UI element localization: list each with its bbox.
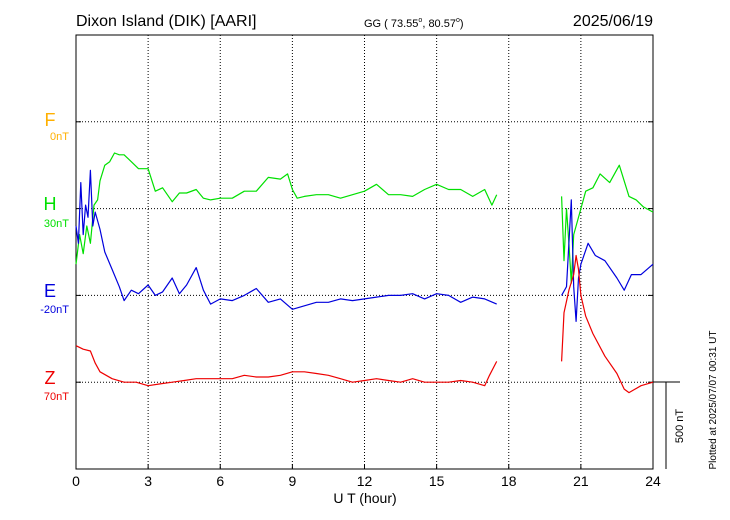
x-tick-label: 15	[429, 473, 445, 489]
x-tick-label: 12	[357, 473, 373, 489]
x-tick-label: 21	[573, 473, 589, 489]
trace-e-segment-1	[75, 169, 497, 310]
x-tick-label: 18	[501, 473, 517, 489]
panel-baseline-z: 70nT	[44, 391, 69, 403]
panel-label-e: E	[44, 281, 56, 301]
station-title: Dixon Island (DIK) [AARI]	[76, 13, 257, 30]
trace-z-segment-2	[561, 254, 654, 394]
panel-label-z: Z	[45, 368, 56, 388]
panel-baseline-e: -20nT	[40, 304, 69, 316]
gg-coordinates: GG ( 73.55o, 80.57o)	[364, 17, 464, 30]
scale-bar: 500 nT	[653, 381, 686, 469]
panel-label-f: F	[45, 110, 56, 130]
panel-baseline-f: 0nT	[50, 131, 69, 143]
x-tick-label: 9	[288, 473, 296, 489]
x-tick-label: 6	[216, 473, 224, 489]
x-tick-label: 0	[72, 473, 80, 489]
trace-e-segment-2	[561, 199, 654, 322]
x-tick-label: 3	[144, 473, 152, 489]
grid	[76, 35, 653, 469]
plotted-at-note: Plotted at 2025/07/07 00:31 UT	[708, 331, 719, 470]
panel-baseline-h: 30nT	[44, 218, 69, 230]
scale-bar-label: 500 nT	[674, 409, 686, 444]
data-traces	[75, 152, 654, 394]
trace-h-segment-1	[75, 152, 498, 265]
date-label: 2025/06/19	[573, 13, 653, 30]
x-axis-label: U T (hour)	[333, 490, 396, 506]
panel-label-h: H	[44, 194, 57, 214]
x-tick-label: 24	[645, 473, 661, 489]
x-axis-ticks: 0 3 6 9 12 15 18 21 24	[72, 464, 661, 489]
trace-h-segment-2	[561, 164, 654, 284]
trace-z-segment-1	[75, 345, 498, 387]
